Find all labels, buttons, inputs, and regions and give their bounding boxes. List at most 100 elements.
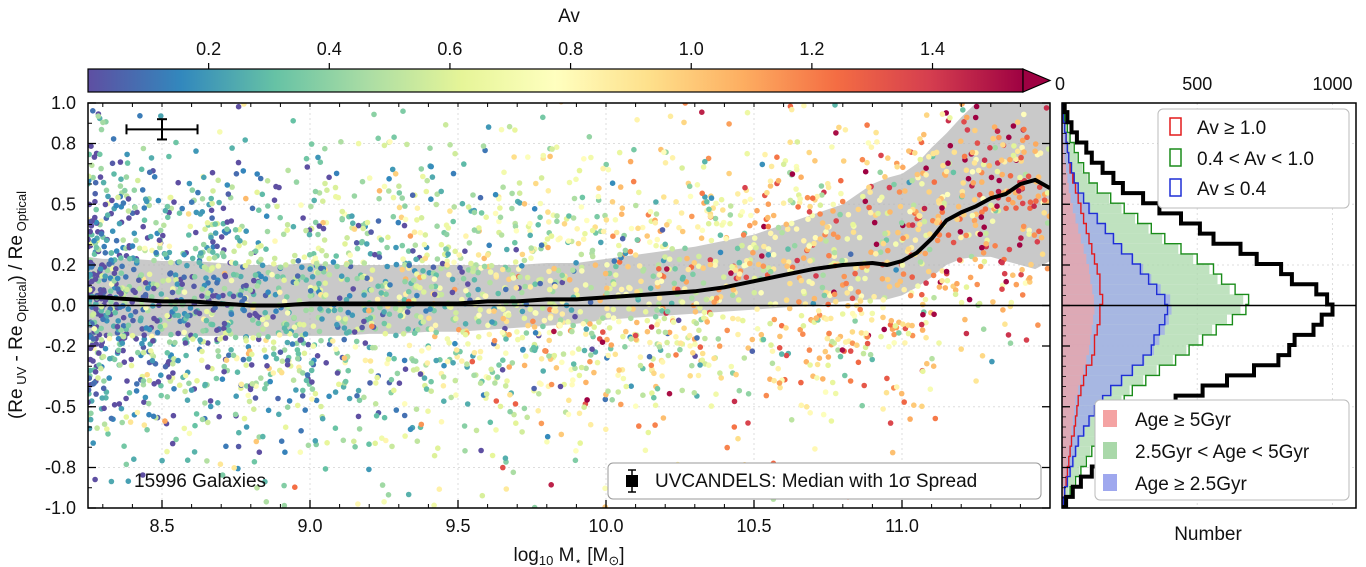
scatter-point (471, 209, 478, 216)
scatter-point (686, 332, 693, 339)
scatter-point (827, 292, 833, 299)
y-tick-label: 1.0 (51, 93, 76, 113)
scatter-point (181, 289, 188, 296)
scatter-point (713, 391, 719, 398)
scatter-point (600, 329, 606, 335)
scatter-point (759, 253, 765, 259)
scatter-point (464, 361, 470, 367)
scatter-point (417, 285, 423, 291)
scatter-point (1044, 220, 1050, 226)
scatter-point (656, 295, 663, 301)
scatter-point (342, 378, 349, 385)
scatter-point (323, 360, 330, 366)
scatter-point (184, 262, 190, 269)
scatter-point (309, 379, 315, 385)
scatter-point (438, 188, 445, 195)
scatter-point (326, 393, 332, 400)
scatter-point (923, 280, 929, 286)
scatter-point (632, 252, 639, 258)
scatter-point (909, 177, 915, 184)
scatter-point (555, 267, 562, 274)
hist-bar-age (1062, 213, 1099, 224)
scatter-point (182, 388, 188, 395)
scatter-point (164, 203, 171, 210)
scatter-point (208, 195, 214, 202)
scatter-point (842, 339, 849, 345)
y-tick-label: -0.2 (45, 336, 76, 356)
scatter-point (849, 329, 856, 335)
scatter-point (871, 219, 878, 226)
scatter-point (855, 276, 861, 282)
scatter-point (510, 275, 517, 281)
scatter-point (420, 173, 426, 180)
hist-bar-age (1062, 294, 1171, 305)
scatter-point (98, 126, 105, 133)
scatter-point (162, 363, 169, 370)
scatter-point (724, 327, 730, 334)
scatter-point (959, 192, 966, 199)
scatter-point (424, 177, 431, 184)
scatter-point (119, 340, 126, 347)
scatter-point (129, 243, 136, 249)
scatter-point (215, 263, 222, 269)
scatter-point (264, 228, 271, 235)
scatter-point (312, 219, 319, 226)
scatter-point (412, 358, 419, 365)
scatter-point (406, 342, 413, 349)
hist-bar-age (1062, 203, 1073, 214)
scatter-point (845, 211, 852, 218)
scatter-point (546, 353, 552, 359)
scatter-point (485, 375, 492, 381)
scatter-point (923, 319, 929, 326)
scatter-point (90, 108, 96, 114)
scatter-point (510, 469, 517, 476)
scatter-point (939, 111, 946, 117)
scatter-point (829, 144, 835, 150)
scatter-point (849, 340, 856, 347)
scatter-point (175, 357, 181, 364)
scatter-point (859, 156, 866, 163)
scatter-point (785, 259, 792, 265)
scatter-point (947, 115, 953, 121)
scatter-point (768, 342, 774, 348)
scatter-point (138, 272, 145, 278)
scatter-point (646, 353, 653, 360)
scatter-point (835, 234, 841, 240)
scatter-point (679, 165, 685, 171)
scatter-point (764, 189, 770, 196)
scatter-point (906, 148, 912, 154)
hist-bar-age (1062, 375, 1123, 386)
scatter-point (130, 317, 136, 324)
scatter-point (1020, 223, 1027, 230)
scatter-point (598, 239, 604, 246)
scatter-point (441, 362, 447, 369)
scatter-point (620, 333, 626, 340)
scatter-point (452, 340, 458, 347)
scatter-point (548, 381, 555, 388)
scatter-point (653, 199, 659, 205)
scatter-point (496, 362, 502, 368)
scatter-point (95, 375, 101, 381)
scatter-point (374, 374, 381, 381)
scatter-point (173, 436, 179, 443)
scatter-point (897, 278, 904, 285)
scatter-point (271, 197, 278, 203)
scatter-point (315, 269, 321, 276)
scatter-point (918, 321, 925, 328)
age-legend-box (1094, 399, 1350, 501)
scatter-point (186, 232, 192, 238)
scatter-point (186, 430, 193, 437)
legend-swatch-age-old (1103, 410, 1117, 427)
scatter-point (330, 259, 337, 265)
scatter-point (471, 349, 478, 356)
scatter-point (162, 418, 168, 424)
scatter-point (841, 273, 847, 280)
scatter-point (950, 169, 957, 176)
scatter-point (395, 219, 402, 226)
scatter-point (939, 209, 946, 215)
scatter-point (727, 220, 733, 227)
scatter-point (823, 229, 829, 235)
scatter-point (818, 183, 825, 189)
scatter-point (433, 357, 440, 364)
scatter-point (392, 305, 399, 312)
